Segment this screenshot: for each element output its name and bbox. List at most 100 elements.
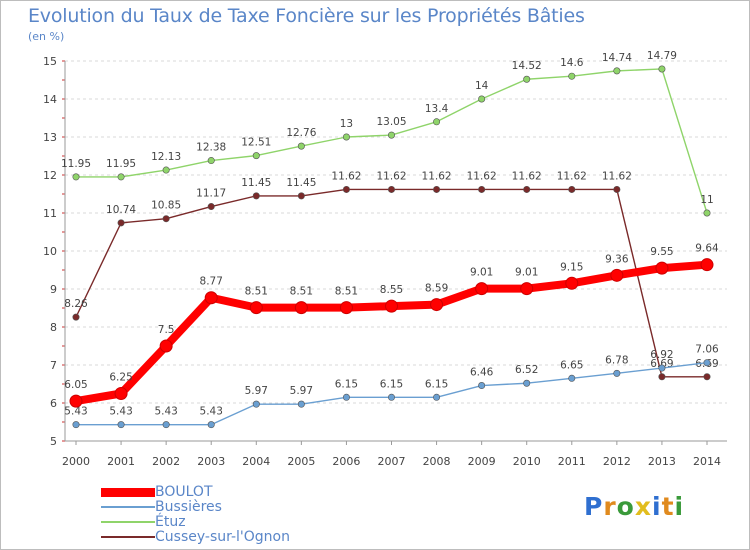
- x-tick-label: 2013: [648, 455, 676, 468]
- legend-swatch-bussieres: [101, 506, 155, 508]
- data-point: [162, 215, 170, 223]
- legend-label-cussey: Cussey-sur-l'Ognon: [155, 529, 290, 545]
- data-label: 5.43: [64, 406, 87, 418]
- data-label: 6.65: [560, 359, 583, 371]
- data-label: 8.51: [245, 286, 268, 298]
- data-point: [207, 157, 215, 165]
- data-point: [72, 173, 80, 181]
- data-label: 9.01: [470, 267, 493, 279]
- data-label: 11.62: [557, 170, 587, 182]
- data-point: [387, 131, 395, 139]
- data-label: 7.5: [158, 324, 175, 336]
- data-label: 11.95: [106, 158, 136, 170]
- data-point: [703, 209, 711, 217]
- data-point: [162, 421, 170, 429]
- data-point: [297, 400, 305, 408]
- data-label: 5.43: [200, 406, 223, 418]
- legend-swatch-etuz: [101, 521, 155, 523]
- data-label: 6.25: [109, 372, 132, 384]
- y-tick-label: 6: [50, 397, 57, 410]
- data-point: [342, 133, 350, 141]
- data-point: [297, 142, 305, 150]
- data-label: 13.4: [425, 103, 449, 115]
- data-label: 14.6: [560, 57, 584, 69]
- data-label: 14.79: [647, 50, 677, 62]
- x-tick-label: 2006: [332, 455, 360, 468]
- data-point: [478, 185, 486, 193]
- data-point: [342, 185, 350, 193]
- data-label: 5.97: [245, 385, 268, 397]
- x-tick-label: 2004: [242, 455, 270, 468]
- data-point: [385, 299, 398, 313]
- data-point: [114, 387, 128, 400]
- x-tick-label: 2007: [378, 455, 406, 468]
- data-label: 11.45: [286, 177, 316, 189]
- x-tick-label: 2012: [603, 455, 631, 468]
- data-point: [159, 339, 173, 353]
- data-label: 9.36: [605, 253, 629, 265]
- data-label: 11.62: [422, 170, 452, 182]
- data-point: [523, 185, 531, 193]
- y-tick-label: 15: [43, 55, 57, 68]
- data-label: 14.52: [512, 60, 542, 72]
- data-label: 9.55: [650, 246, 673, 258]
- data-label: 9.01: [515, 267, 538, 279]
- data-label: 12.38: [196, 142, 226, 154]
- logo-letter: o: [616, 492, 635, 521]
- legend-swatch-boulot: [101, 488, 155, 497]
- legend-label-boulot: BOULOT: [155, 484, 213, 500]
- data-label: 6.46: [470, 367, 494, 379]
- data-point: [117, 421, 125, 429]
- data-label: 8.77: [200, 276, 223, 288]
- data-point: [568, 72, 576, 80]
- y-tick-label: 9: [50, 283, 57, 296]
- data-point: [520, 282, 534, 296]
- data-point: [117, 219, 125, 227]
- data-label: 8.51: [290, 286, 313, 298]
- x-tick-label: 2010: [513, 455, 541, 468]
- data-label: 13: [340, 118, 353, 130]
- data-point: [658, 373, 666, 381]
- data-point: [433, 393, 441, 401]
- data-label: 14.74: [602, 52, 632, 64]
- data-label: 11.62: [376, 170, 406, 182]
- legend-label-bussieres: Bussières: [155, 499, 222, 515]
- logo-letter: P: [584, 492, 604, 521]
- data-label: 6.15: [335, 378, 358, 390]
- data-label: 5.43: [154, 406, 177, 418]
- data-label: 9.15: [560, 261, 583, 273]
- data-point: [433, 118, 441, 126]
- data-point: [430, 298, 444, 312]
- data-point: [523, 75, 531, 83]
- data-point: [72, 313, 80, 321]
- data-label: 8.55: [380, 284, 403, 296]
- data-label: 11.62: [512, 170, 542, 182]
- data-label: 8.26: [64, 298, 88, 310]
- data-label: 10.74: [106, 204, 136, 216]
- data-point: [433, 185, 441, 193]
- data-point: [252, 152, 260, 160]
- data-label: 6.15: [425, 378, 448, 390]
- data-point: [565, 276, 579, 290]
- logo-letter: x: [634, 492, 652, 521]
- x-tick-label: 2011: [558, 455, 586, 468]
- x-tick-label: 2014: [693, 455, 721, 468]
- y-tick-label: 11: [43, 207, 57, 220]
- data-label: 6.05: [64, 379, 87, 391]
- data-label: 11.62: [331, 170, 361, 182]
- data-label: 12.13: [151, 151, 181, 163]
- data-label: 11.95: [61, 158, 91, 170]
- data-point: [523, 379, 531, 387]
- data-label: 10.85: [151, 200, 181, 212]
- y-tick-label: 13: [43, 131, 57, 144]
- x-tick-label: 2000: [62, 455, 90, 468]
- data-point: [568, 374, 576, 382]
- data-point: [339, 301, 353, 315]
- data-label: 11.62: [602, 170, 632, 182]
- data-label: 6.15: [380, 378, 403, 390]
- data-label: 11: [700, 194, 713, 206]
- data-point: [207, 421, 215, 429]
- data-point: [475, 282, 489, 296]
